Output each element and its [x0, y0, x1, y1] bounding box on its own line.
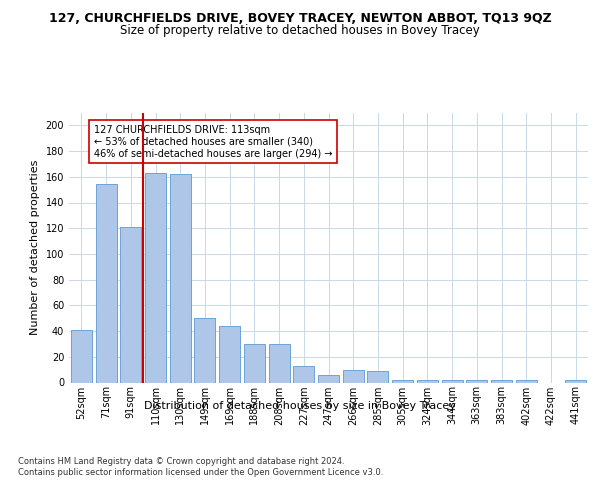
Bar	[95, 184, 116, 382]
Text: Size of property relative to detached houses in Bovey Tracey: Size of property relative to detached ho…	[120, 24, 480, 37]
Bar	[442, 380, 463, 382]
Bar	[491, 380, 512, 382]
Bar	[269, 344, 290, 383]
Bar	[71, 330, 92, 382]
Bar	[244, 344, 265, 383]
Bar	[343, 370, 364, 382]
Text: 127 CHURCHFIELDS DRIVE: 113sqm
← 53% of detached houses are smaller (340)
46% of: 127 CHURCHFIELDS DRIVE: 113sqm ← 53% of …	[94, 126, 332, 158]
Bar	[170, 174, 191, 382]
Bar	[194, 318, 215, 382]
Bar	[367, 371, 388, 382]
Bar	[219, 326, 240, 382]
Bar	[565, 380, 586, 382]
Bar	[120, 227, 141, 382]
Text: 127, CHURCHFIELDS DRIVE, BOVEY TRACEY, NEWTON ABBOT, TQ13 9QZ: 127, CHURCHFIELDS DRIVE, BOVEY TRACEY, N…	[49, 12, 551, 26]
Bar	[318, 375, 339, 382]
Bar	[293, 366, 314, 382]
Bar	[145, 173, 166, 382]
Text: Distribution of detached houses by size in Bovey Tracey: Distribution of detached houses by size …	[144, 401, 456, 411]
Bar	[392, 380, 413, 382]
Bar	[466, 380, 487, 382]
Bar	[516, 380, 537, 382]
Y-axis label: Number of detached properties: Number of detached properties	[30, 160, 40, 335]
Bar	[417, 380, 438, 382]
Text: Contains HM Land Registry data © Crown copyright and database right 2024.
Contai: Contains HM Land Registry data © Crown c…	[18, 458, 383, 477]
